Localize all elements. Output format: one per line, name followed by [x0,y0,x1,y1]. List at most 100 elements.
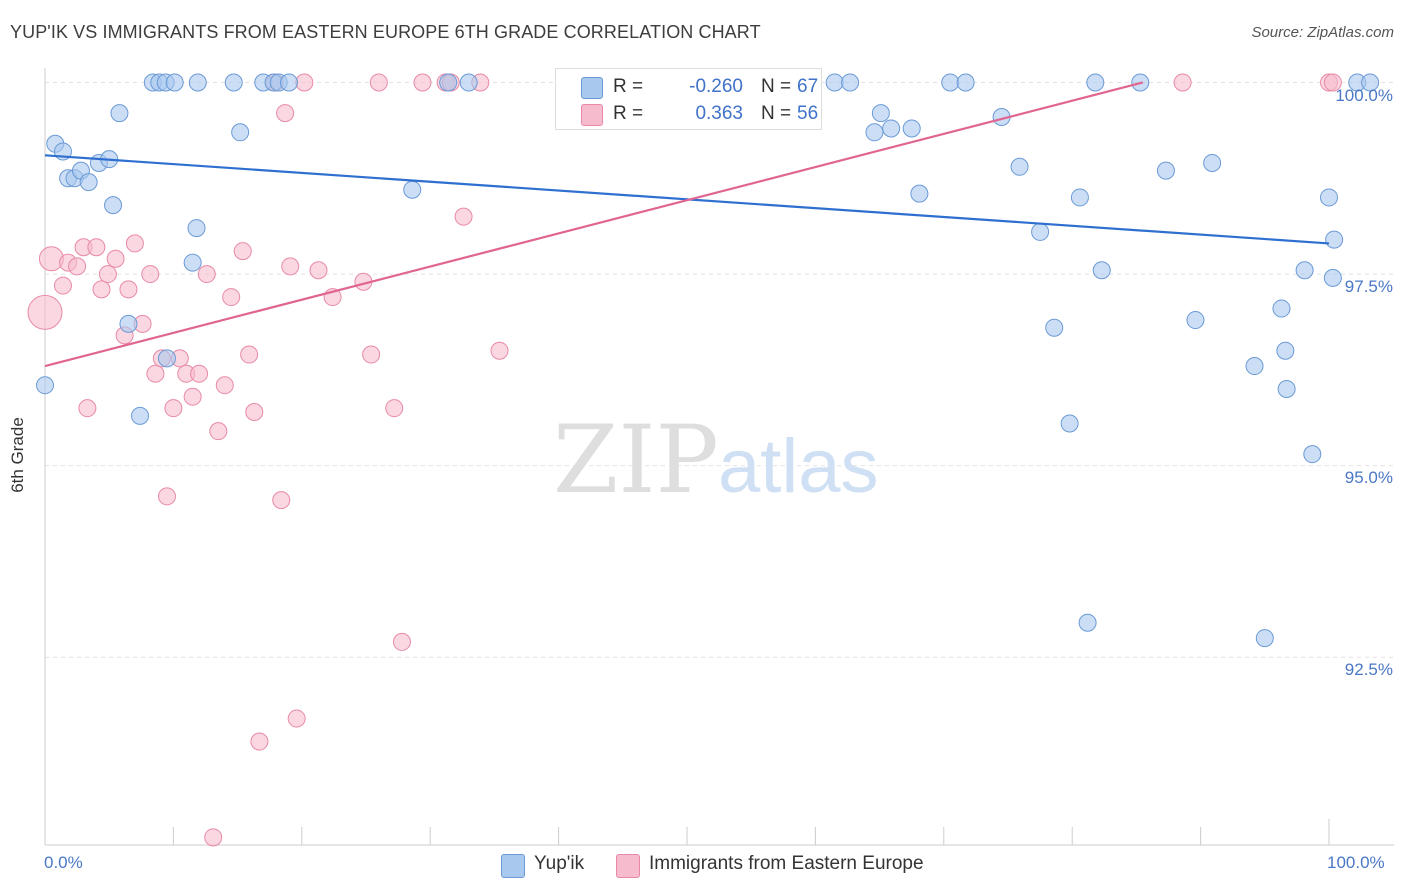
yupik-point-58 [1276,341,1295,360]
immigrants-point-12 [119,280,138,299]
immigrants-point-32 [250,732,269,751]
immigrants-point-7 [87,238,106,257]
immigrants-point-13 [125,234,144,253]
immigrants-point-28 [222,288,241,307]
series-yupik-points [36,73,1380,648]
yupik-point-40 [941,73,960,92]
y-tick-label-100: 100.0% [1335,86,1393,105]
yupik-point-53 [1186,311,1205,330]
immigrants-point-46 [413,73,432,92]
correlation-legend: R = -0.260 N = 67 R = 0.363 N = 56 [555,68,822,130]
legend-r-label: R = [613,103,644,124]
yupik-point-36 [871,104,890,123]
yupik-point-54 [1203,153,1222,172]
yupik-point-19 [187,219,206,238]
immigrants-point-39 [309,261,328,280]
immigrants-point-55 [1323,73,1342,92]
yupik-point-49 [1086,73,1105,92]
immigrants-point-6 [78,399,97,418]
yupik-point-41 [956,73,975,92]
immigrants-point-19 [164,399,183,418]
yupik-point-66 [1361,73,1380,92]
immigrants-point-35 [276,104,295,123]
yupik-point-62 [1320,188,1338,207]
immigrants-point-37 [287,709,306,728]
yupik-point-27 [403,180,422,199]
yupik-point-11 [119,314,138,333]
legend-label-yupik: Yup'ik [534,853,585,874]
yupik-point-21 [224,73,243,92]
immigrants-point-9 [98,265,117,284]
immigrants-point-53 [1173,73,1192,92]
immigrants-point-43 [369,73,388,92]
watermark-atlas: atlas [718,424,879,509]
x-tick-label-max: 100.0% [1327,853,1385,872]
immigrants-point-49 [454,207,473,226]
legend-r-value: -0.260 [689,76,743,97]
immigrants-point-15 [141,265,160,284]
legend-n-label: N = [761,76,792,97]
legend-swatch-blue [501,854,525,878]
yupik-point-50 [1092,261,1111,280]
yupik-point-0 [36,376,54,395]
yupik-point-20 [188,73,207,92]
immigrants-point-22 [183,387,202,406]
yupik-point-52 [1156,161,1175,180]
yupik-point-34 [841,73,860,92]
yupik-point-10 [110,104,129,123]
yupik-point-22 [231,123,250,142]
immigrants-point-34 [272,491,291,510]
immigrants-point-26 [209,422,228,441]
immigrants-point-27 [215,376,234,395]
yupik-point-56 [1255,629,1274,648]
y-axis-label: 6th Grade [8,417,27,493]
yupik-point-64 [1325,230,1344,249]
yupik-point-17 [165,73,184,92]
yupik-point-26 [279,73,298,92]
yupik-point-9 [104,196,123,215]
yupik-point-61 [1303,445,1322,464]
immigrants-point-8 [92,280,111,299]
chart-title: YUP'IK VS IMMIGRANTS FROM EASTERN EUROPE… [10,22,761,42]
immigrants-point-24 [197,265,216,284]
immigrants-point-44 [385,399,404,418]
immigrants-point-1 [38,246,64,272]
y-tick-label-97-5: 97.5% [1344,277,1393,296]
yupik-point-48 [1078,613,1097,632]
yupik-point-43 [1010,157,1029,176]
immigrants-point-25 [204,828,223,847]
yupik-point-47 [1070,188,1089,207]
immigrants-point-29 [233,242,252,261]
trend-line-immigrants [44,81,1144,368]
legend-swatch-pink [581,104,603,126]
yupik-point-60 [1295,261,1314,280]
legend-n-value: 56 [797,103,819,124]
yupik-point-45 [1045,318,1064,337]
immigrants-point-31 [245,403,264,422]
yupik-point-44 [1031,222,1050,241]
immigrants-point-18 [157,487,176,506]
yupik-point-59 [1277,380,1296,399]
trend-lines [44,81,1330,368]
immigrants-point-38 [295,73,314,92]
x-tick-label-min: 0.0% [44,853,83,872]
immigrants-point-30 [240,345,259,364]
y-tick-label-95: 95.0% [1344,468,1393,487]
yupik-point-28 [439,73,458,92]
yupik-point-38 [902,119,921,138]
immigrants-point-36 [281,257,300,276]
yupik-point-46 [1060,414,1079,433]
yupik-point-16 [157,349,176,368]
yupik-point-6 [79,173,98,192]
axes [44,68,1394,846]
legend-swatch-pink [616,854,640,878]
immigrants-point-2 [53,276,72,295]
yupik-point-37 [882,119,901,138]
yupik-point-39 [910,184,929,203]
legend-n-label: N = [761,103,792,124]
y-tick-label-92-5: 92.5% [1344,660,1393,679]
immigrants-point-42 [362,345,381,364]
yupik-point-57 [1272,299,1291,318]
yupik-point-12 [131,406,150,425]
